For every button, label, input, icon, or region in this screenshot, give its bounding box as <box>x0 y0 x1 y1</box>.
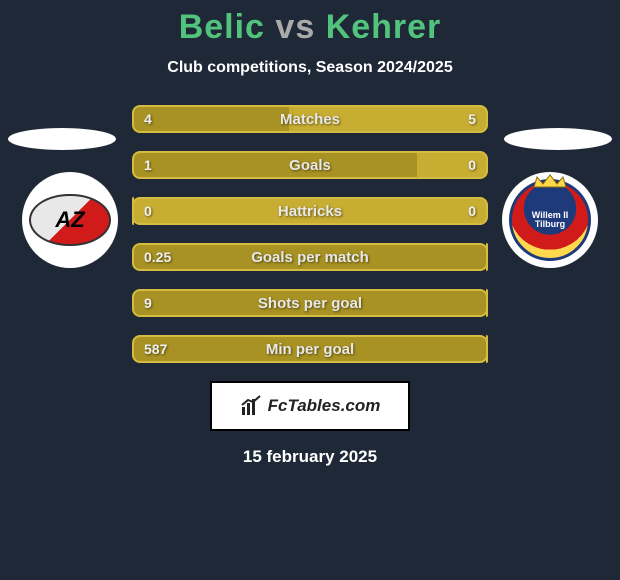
crest-right-badge: Willem II Tilburg <box>509 179 591 261</box>
bar-right-value: 0 <box>456 151 488 179</box>
bar-row: 4 Matches 5 <box>132 105 488 133</box>
date-text: 15 february 2025 <box>0 447 620 467</box>
crest-left: AZ <box>22 172 118 268</box>
bar-right-value <box>464 289 488 317</box>
page-title: Belic vs Kehrer <box>0 0 620 47</box>
bar-right-value: 0 <box>456 197 488 225</box>
bar-left-fill <box>132 243 488 271</box>
bar-row: 0.25 Goals per match <box>132 243 488 271</box>
bar-left-value: 0.25 <box>132 243 183 271</box>
bar-left-fill <box>132 335 488 363</box>
bar-left-value: 1 <box>132 151 164 179</box>
crest-left-label: AZ <box>55 207 84 233</box>
crest-right-label: Willem II Tilburg <box>532 211 568 230</box>
shadow-right <box>504 128 612 150</box>
title-player2: Kehrer <box>326 8 442 46</box>
shadow-left <box>8 128 116 150</box>
bar-left-value: 0 <box>132 197 164 225</box>
bar-left-fill <box>132 151 417 179</box>
bar-left-value: 587 <box>132 335 179 363</box>
bar-right-value <box>464 335 488 363</box>
subtitle: Club competitions, Season 2024/2025 <box>0 59 620 77</box>
bar-row: 1 Goals 0 <box>132 151 488 179</box>
bar-row: 587 Min per goal <box>132 335 488 363</box>
crest-left-badge: AZ <box>29 194 111 246</box>
comparison-bars: 4 Matches 5 1 Goals 0 0 Hattricks 0 0.25… <box>132 105 488 363</box>
brand-box: FcTables.com <box>210 381 410 431</box>
bar-right-value <box>464 243 488 271</box>
bar-row: 0 Hattricks 0 <box>132 197 488 225</box>
title-vs: vs <box>275 8 315 46</box>
bar-right-fill <box>132 197 488 225</box>
crest-right: Willem II Tilburg <box>502 172 598 268</box>
bar-left-value: 4 <box>132 105 164 133</box>
bar-right-value: 5 <box>456 105 488 133</box>
chart-icon <box>240 395 262 417</box>
bar-row: 9 Shots per goal <box>132 289 488 317</box>
brand-text: FcTables.com <box>268 396 381 416</box>
crown-icon <box>532 174 568 188</box>
bar-left-value: 9 <box>132 289 164 317</box>
bar-left-fill <box>132 289 488 317</box>
title-player1: Belic <box>179 8 265 46</box>
